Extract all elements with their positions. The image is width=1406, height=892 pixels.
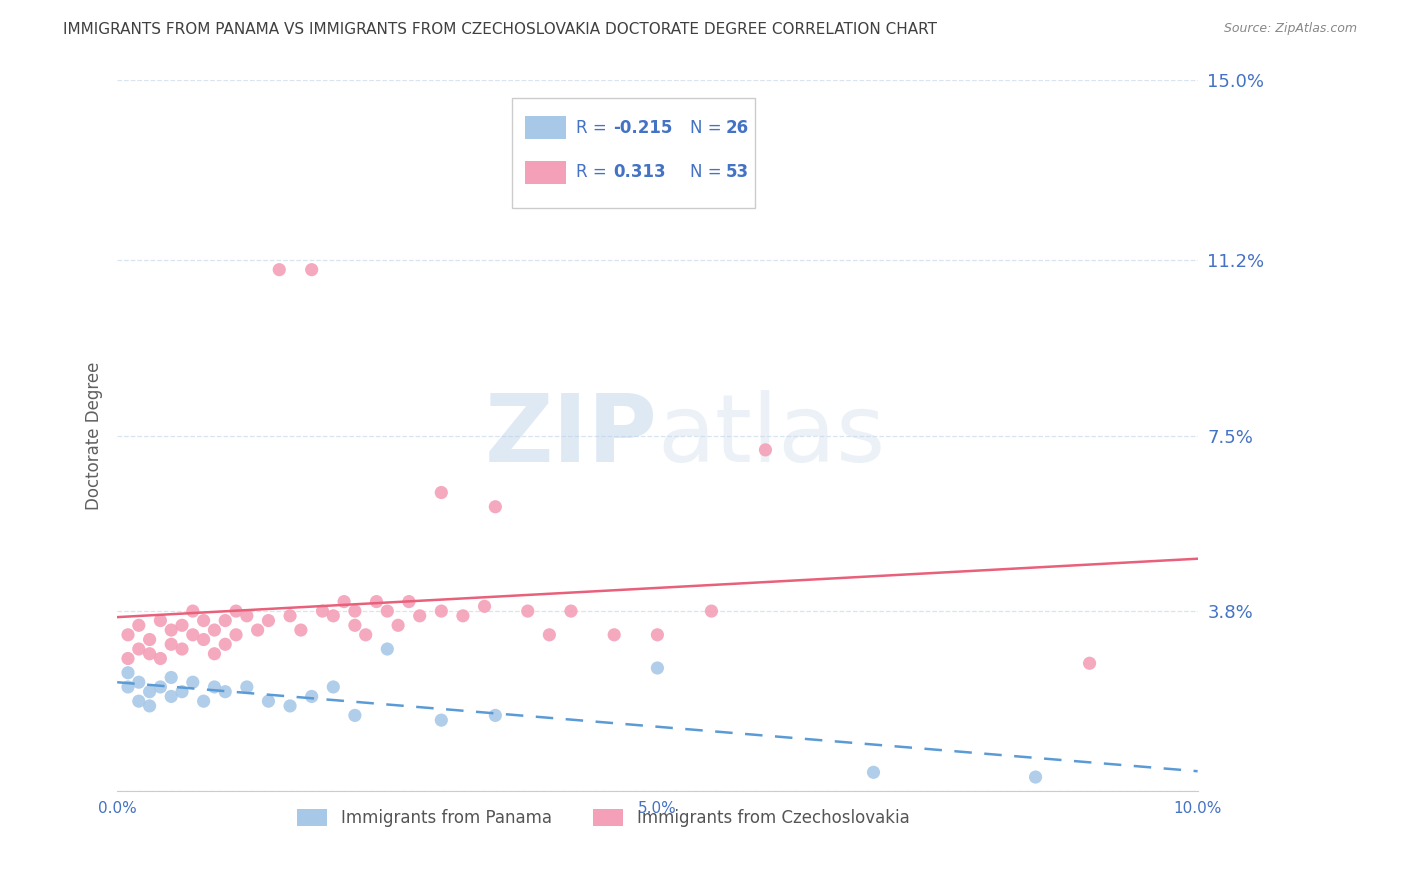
Point: [301, 262, 323, 277]
Point: [204, 647, 226, 661]
Point: [343, 604, 366, 618]
Point: [138, 684, 160, 698]
Point: [290, 623, 312, 637]
Point: [516, 604, 538, 618]
Point: [128, 694, 150, 708]
Point: [484, 500, 506, 514]
Text: ZIP: ZIP: [485, 390, 658, 482]
Point: [700, 604, 723, 618]
Point: [128, 675, 150, 690]
Point: [170, 684, 193, 698]
Point: [128, 618, 150, 632]
Point: [430, 485, 453, 500]
Point: [484, 708, 506, 723]
Point: [451, 608, 474, 623]
Point: [430, 713, 453, 727]
Point: [117, 680, 139, 694]
Point: [117, 665, 139, 680]
Point: [193, 614, 215, 628]
Point: [278, 608, 301, 623]
Point: [311, 604, 333, 618]
Point: [149, 651, 172, 665]
Point: [301, 690, 323, 704]
Point: [387, 618, 409, 632]
Text: 26: 26: [725, 119, 748, 136]
Point: [193, 632, 215, 647]
Point: [375, 604, 398, 618]
Point: [181, 604, 204, 618]
Point: [128, 642, 150, 657]
Point: [257, 614, 280, 628]
Text: R =: R =: [576, 119, 613, 136]
Text: IMMIGRANTS FROM PANAMA VS IMMIGRANTS FROM CZECHOSLOVAKIA DOCTORATE DEGREE CORREL: IMMIGRANTS FROM PANAMA VS IMMIGRANTS FRO…: [63, 22, 938, 37]
Text: N =: N =: [690, 163, 727, 181]
Point: [322, 680, 344, 694]
Point: [647, 661, 669, 675]
Point: [181, 628, 204, 642]
Bar: [524, 161, 565, 184]
Point: [236, 608, 259, 623]
Point: [170, 642, 193, 657]
Point: [560, 604, 582, 618]
Point: [862, 765, 884, 780]
Point: [160, 623, 183, 637]
Text: -0.215: -0.215: [613, 119, 672, 136]
Point: [322, 608, 344, 623]
Point: [538, 628, 561, 642]
Point: [149, 614, 172, 628]
Point: [647, 628, 669, 642]
Point: [181, 675, 204, 690]
Point: [204, 680, 226, 694]
Text: 0.313: 0.313: [613, 163, 665, 181]
Point: [343, 618, 366, 632]
Point: [430, 604, 453, 618]
Bar: [524, 116, 565, 139]
Point: [754, 442, 776, 457]
Point: [398, 594, 420, 608]
Point: [1025, 770, 1047, 784]
Point: [474, 599, 496, 614]
Point: [366, 594, 388, 608]
Point: [214, 614, 236, 628]
Point: [354, 628, 377, 642]
Point: [214, 637, 236, 651]
Point: [257, 694, 280, 708]
Text: R =: R =: [576, 163, 617, 181]
Text: 53: 53: [725, 163, 748, 181]
Point: [603, 628, 626, 642]
Legend: Immigrants from Panama, Immigrants from Czechoslovakia: Immigrants from Panama, Immigrants from …: [291, 803, 917, 834]
Point: [138, 632, 160, 647]
Point: [236, 680, 259, 694]
Point: [160, 670, 183, 684]
Point: [225, 604, 247, 618]
Point: [160, 690, 183, 704]
Point: [1078, 657, 1101, 671]
Text: N =: N =: [690, 119, 727, 136]
Point: [214, 684, 236, 698]
Point: [409, 608, 432, 623]
Point: [375, 642, 398, 657]
Point: [138, 698, 160, 713]
Point: [193, 694, 215, 708]
Point: [269, 262, 291, 277]
Y-axis label: Doctorate Degree: Doctorate Degree: [86, 361, 103, 510]
Point: [333, 594, 356, 608]
Point: [246, 623, 269, 637]
Point: [117, 628, 139, 642]
Point: [170, 618, 193, 632]
Point: [117, 651, 139, 665]
Point: [149, 680, 172, 694]
Point: [225, 628, 247, 642]
Point: [138, 647, 160, 661]
Point: [343, 708, 366, 723]
Text: Source: ZipAtlas.com: Source: ZipAtlas.com: [1223, 22, 1357, 36]
Text: atlas: atlas: [658, 390, 886, 482]
Point: [160, 637, 183, 651]
Point: [278, 698, 301, 713]
Point: [204, 623, 226, 637]
